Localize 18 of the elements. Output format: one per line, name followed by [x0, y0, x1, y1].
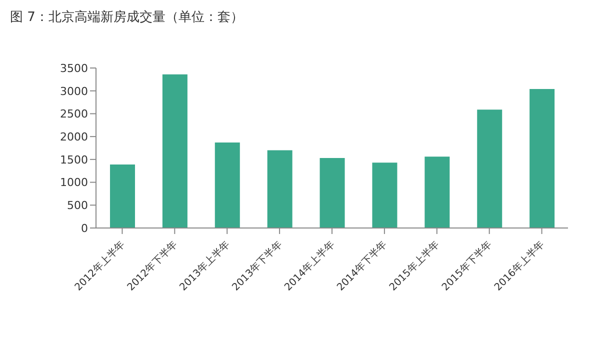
y-tick-label: 2500 [60, 108, 88, 121]
bar [267, 150, 292, 228]
bar [320, 158, 345, 228]
bar [530, 89, 555, 228]
y-tick-label: 3000 [60, 84, 88, 98]
y-tick-label: 1500 [60, 153, 88, 166]
y-tick-label: 3500 [60, 62, 88, 75]
y-tick-label: 2000 [60, 130, 88, 144]
bar [214, 142, 240, 228]
chart-title: 图 7：北京高端新房成交量（单位：套） [10, 9, 244, 26]
bar [110, 164, 135, 228]
bar [424, 156, 450, 228]
y-tick-label: 1000 [60, 176, 88, 190]
bar [372, 162, 398, 228]
bar [477, 110, 502, 228]
y-tick-label: 0 [81, 222, 88, 235]
y-tick-label: 500 [67, 199, 88, 212]
bar [162, 74, 188, 228]
